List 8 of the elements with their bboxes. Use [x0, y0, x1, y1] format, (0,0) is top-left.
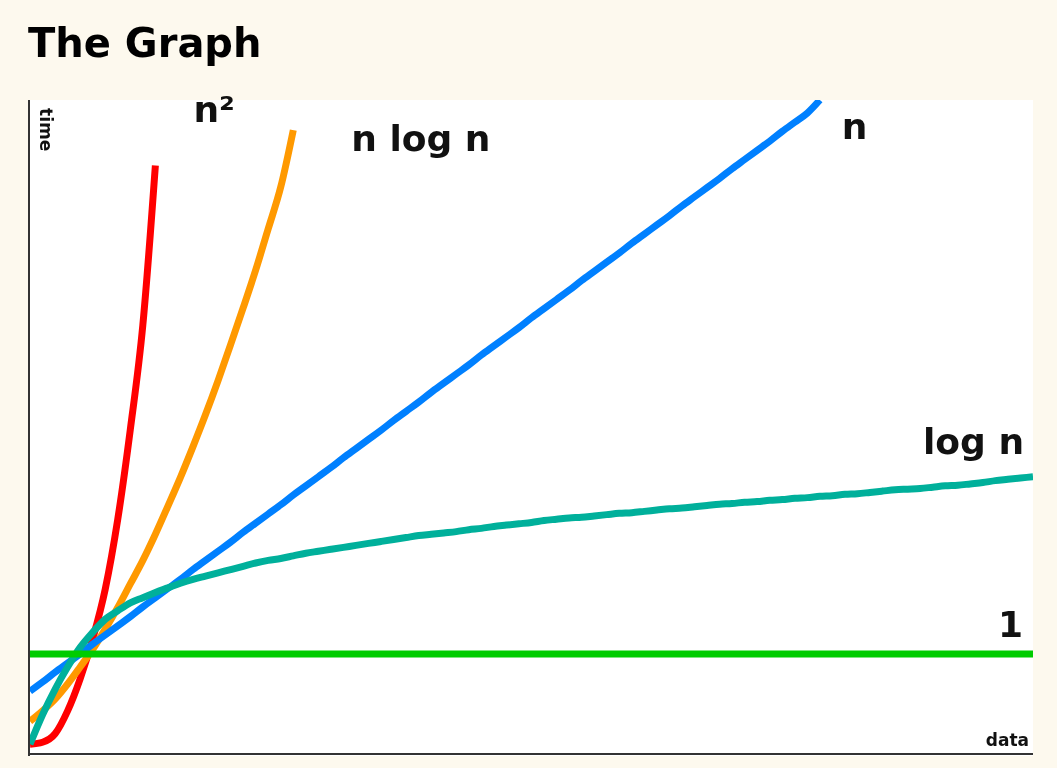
series-label: 1: [998, 603, 1024, 645]
y-axis-title: time: [36, 108, 56, 152]
series-label: n²: [193, 88, 235, 130]
series-label: n: [841, 106, 868, 147]
x-axis-title: data: [985, 730, 1029, 750]
chart-title: The Graph: [28, 20, 262, 66]
series-label: n log n: [351, 118, 491, 160]
series-label: log n: [923, 420, 1025, 462]
